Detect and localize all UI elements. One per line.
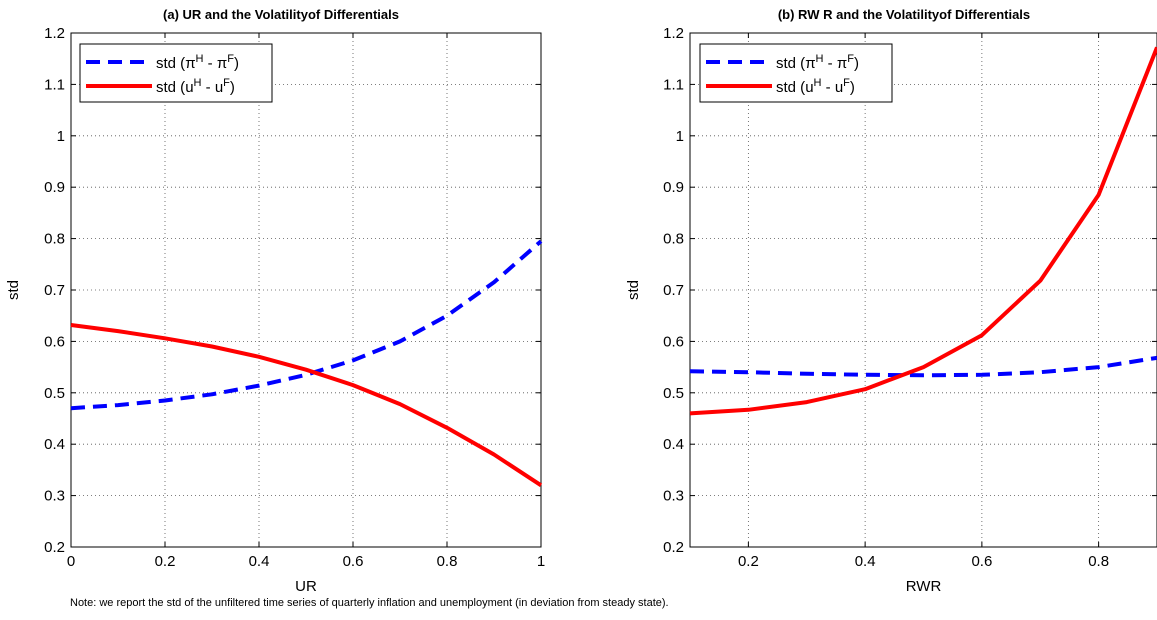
y-tick-label: 0.6	[44, 333, 65, 350]
y-tick-label: 0.3	[44, 488, 65, 505]
y-tick-label: 0.7	[44, 282, 65, 299]
series-line-unemployment-diff	[70, 323, 543, 487]
series-line-unemployment-diff	[689, 46, 1157, 416]
x-tick-label: 0.8	[437, 553, 458, 570]
x-tick-label: 0.6	[971, 553, 992, 570]
y-tick-label: 1.1	[663, 76, 684, 93]
chart-title: (a) UR and the Volatilityof Differential…	[163, 7, 399, 22]
y-tick-label: 0.2	[663, 539, 684, 556]
legend-entry-label: std (uH - uF)	[156, 77, 235, 96]
y-tick-label: 0.5	[44, 385, 65, 402]
x-axis-label: UR	[295, 578, 317, 595]
legend-superscript: F	[843, 77, 850, 89]
series-line-inflation-diff	[70, 239, 543, 411]
x-tick-label: 0.6	[343, 553, 364, 570]
x-tick-label: 0.8	[1088, 553, 1109, 570]
legend-text-part: π	[217, 55, 227, 72]
legend-text-part: π	[185, 55, 195, 72]
legend-box	[699, 43, 893, 103]
y-tick-label: 0.9	[44, 179, 65, 196]
y-tick-label: 0.9	[663, 179, 684, 196]
footnote: Note: we report the std of the unfiltere…	[70, 597, 669, 609]
legend-entry-label: std (uH - uF)	[776, 77, 855, 96]
y-tick-label: 0.6	[663, 333, 684, 350]
y-tick-label: 0.7	[663, 282, 684, 299]
legend-superscript: H	[816, 53, 824, 65]
x-tick-label: 0.2	[738, 553, 759, 570]
legend-text-part: )	[850, 79, 855, 96]
legend-text-part: std (	[156, 55, 185, 72]
legend-superscript: F	[847, 53, 854, 65]
series-line-inflation-diff	[689, 355, 1157, 378]
legend-entry-label: std (πH - πF)	[776, 53, 859, 72]
chart-title: (b) RW R and the Volatilityof Differenti…	[778, 7, 1030, 22]
legend-text-part: u	[185, 79, 193, 96]
legend-text-part: π	[837, 55, 847, 72]
legend-text-part: )	[230, 79, 235, 96]
x-tick-label: 0.4	[855, 553, 876, 570]
legend: std (πH - πF)std (uH - uF)	[699, 43, 893, 103]
y-tick-label: 0.5	[663, 385, 684, 402]
legend-superscript: H	[194, 77, 202, 89]
x-tick-label: 0.4	[249, 553, 270, 570]
legend-text-part: std (	[156, 79, 185, 96]
legend-superscript: F	[227, 53, 234, 65]
plot-area-frame	[70, 32, 542, 548]
y-tick-label: 1.2	[663, 25, 684, 42]
y-axis-label: std	[625, 280, 642, 300]
x-tick-label: 1	[537, 553, 545, 570]
chart-panel-a: (a) UR and the Volatilityof Differential…	[5, 7, 545, 595]
legend-superscript: H	[196, 53, 204, 65]
legend-text-part: π	[805, 55, 815, 72]
y-tick-label: 1	[676, 128, 684, 145]
legend-entry-label: std (πH - πF)	[156, 53, 239, 72]
legend-text-part: -	[824, 55, 837, 72]
legend-text-part: -	[204, 55, 217, 72]
legend-superscript: H	[814, 77, 822, 89]
y-tick-label: 0.8	[663, 231, 684, 248]
y-tick-label: 1	[57, 128, 65, 145]
legend-text-part: std (	[776, 79, 805, 96]
legend-text-part: u	[215, 79, 223, 96]
y-tick-label: 0.8	[44, 231, 65, 248]
y-axis-label: std	[5, 280, 22, 300]
y-tick-label: 0.3	[663, 488, 684, 505]
x-tick-label: 0	[67, 553, 75, 570]
legend: std (πH - πF)std (uH - uF)	[79, 43, 273, 103]
y-tick-label: 1.1	[44, 76, 65, 93]
legend-text-part: u	[835, 79, 843, 96]
legend-box	[79, 43, 273, 103]
legend-text-part: std (	[776, 55, 805, 72]
y-tick-label: 0.2	[44, 539, 65, 556]
legend-text-part: -	[201, 79, 214, 96]
legend-text-part: -	[821, 79, 834, 96]
y-tick-label: 0.4	[44, 436, 65, 453]
legend-superscript: F	[223, 77, 230, 89]
y-tick-label: 0.4	[663, 436, 684, 453]
y-tick-label: 1.2	[44, 25, 65, 42]
legend-text-part: )	[234, 55, 239, 72]
x-tick-label: 0.2	[155, 553, 176, 570]
legend-text-part: u	[805, 79, 813, 96]
chart-panel-b: (b) RW R and the Volatilityof Differenti…	[625, 7, 1157, 595]
x-axis-label: RWR	[906, 578, 942, 595]
legend-text-part: )	[854, 55, 859, 72]
